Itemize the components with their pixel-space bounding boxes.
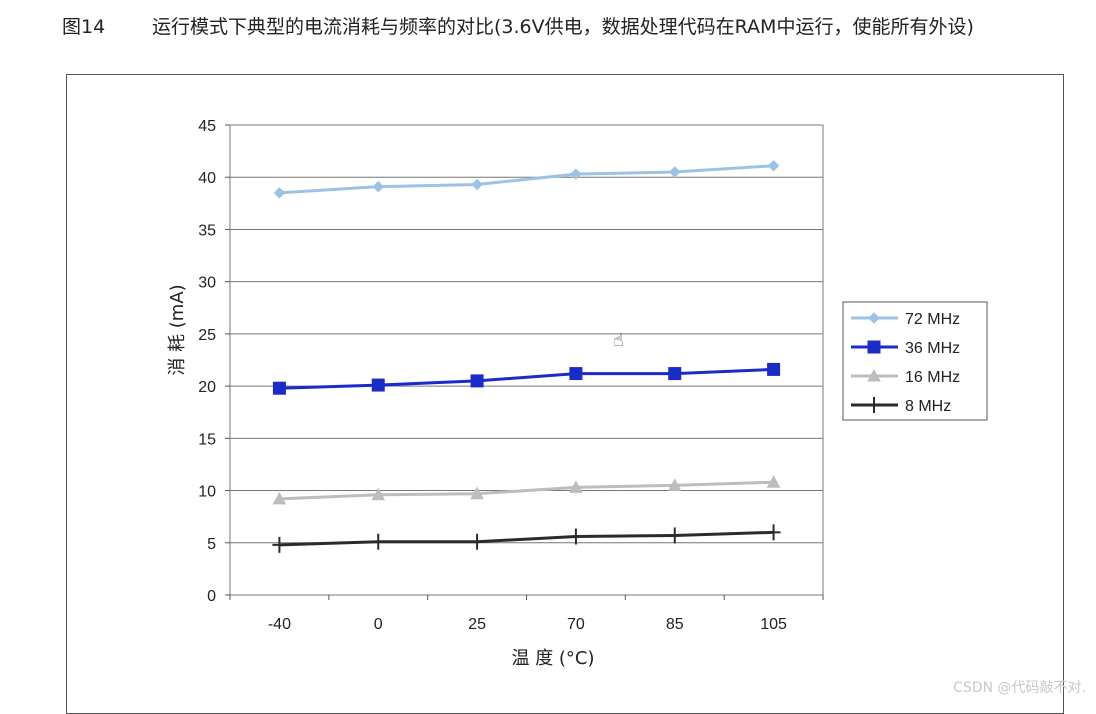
data-point: [272, 381, 286, 395]
data-point: [273, 187, 286, 199]
y-tick-label: 10: [198, 484, 216, 501]
data-point: [569, 480, 583, 493]
data-point: [568, 528, 583, 545]
x-tick-label: -40: [268, 616, 291, 633]
y-tick-label: 0: [207, 588, 216, 605]
legend-marker: [867, 397, 881, 413]
data-point: [669, 166, 681, 178]
y-tick-label: 20: [198, 379, 216, 396]
y-tick-label: 30: [198, 275, 216, 292]
legend-label: 16 MHz: [905, 369, 960, 386]
y-tick-label: 15: [198, 431, 216, 448]
y-tick-label: 25: [198, 327, 216, 344]
data-point: [470, 374, 484, 388]
legend-box: [842, 301, 988, 421]
data-point: [371, 487, 386, 501]
series-line-3: [279, 530, 774, 547]
data-point: [272, 536, 287, 553]
data-point: [667, 527, 682, 544]
legend-label: 8 MHz: [905, 398, 951, 415]
legend-marker: [868, 312, 880, 324]
x-tick-label: 25: [468, 616, 486, 633]
x-tick-label: 105: [760, 616, 787, 633]
y-tick-label: 45: [198, 118, 216, 135]
hand-cursor-icon: ☝: [613, 330, 624, 351]
figure-title: 运行模式下典型的电流消耗与频率的对比(3.6V供电，数据处理代码在RAM中运行，…: [152, 16, 974, 38]
data-point: [372, 180, 384, 193]
y-axis-label: 消 耗 (mA): [167, 284, 188, 375]
series-line-2: [279, 480, 774, 501]
x-tick-label: 70: [567, 616, 585, 633]
data-point: [272, 491, 287, 505]
x-tick-label: 0: [374, 616, 383, 633]
data-point: [470, 533, 485, 550]
data-point: [569, 367, 583, 381]
data-point: [667, 478, 682, 491]
data-point: [668, 367, 682, 381]
data-point: [767, 362, 781, 376]
data-point: [371, 378, 385, 392]
legend-marker: [867, 368, 881, 382]
data-point: [570, 168, 582, 180]
x-axis-label: 温 度 (°C): [511, 648, 594, 669]
y-tick-label: 5: [207, 536, 216, 553]
y-tick-label: 35: [198, 222, 216, 239]
x-tick-label: 85: [666, 616, 684, 633]
legend-marker: [867, 340, 881, 354]
data-point: [767, 160, 780, 172]
series-line-0: [279, 164, 774, 195]
data-point: [766, 524, 781, 541]
data-point: [470, 486, 484, 500]
series-line-1: [279, 367, 774, 390]
plot-area: [229, 124, 824, 596]
data-point: [766, 475, 781, 488]
legend-label: 72 MHz: [905, 311, 960, 328]
y-tick-label: 40: [198, 170, 216, 187]
figure-number: 图14: [62, 16, 106, 38]
data-point: [371, 533, 386, 550]
legend-label: 36 MHz: [905, 340, 960, 357]
data-point: [471, 178, 483, 191]
watermark: CSDN @代码敲不对.: [953, 680, 1086, 696]
